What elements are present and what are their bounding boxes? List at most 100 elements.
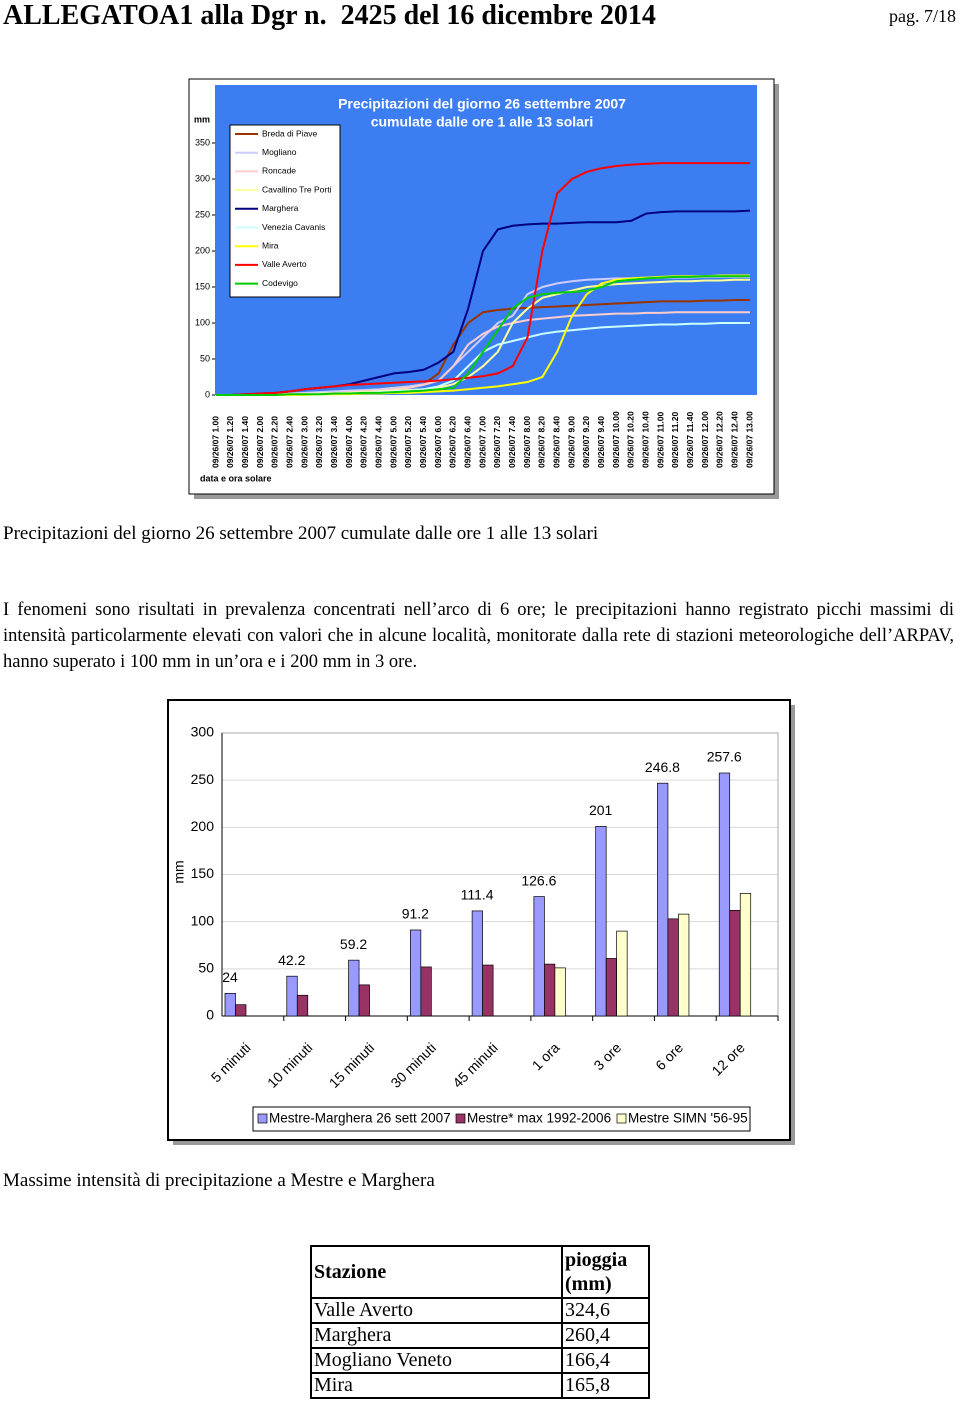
x-tick-label: 09/26/07 10.40 xyxy=(640,411,650,468)
bar xyxy=(348,959,360,1017)
x-tick-label: 09/26/07 2.00 xyxy=(255,416,265,468)
bar xyxy=(471,910,483,1017)
chart-subtitle: cumulate dalle ore 1 alle 13 solari xyxy=(371,114,594,130)
bar xyxy=(667,918,679,1017)
x-tick-label: 09/26/07 7.00 xyxy=(477,416,487,468)
y-tick-label: 250 xyxy=(195,209,210,219)
table: Stazione pioggia (mm) Valle Averto 324,6 M… xyxy=(310,1245,650,1399)
data-label: 59.2 xyxy=(340,936,367,952)
legend-swatch xyxy=(455,1113,466,1124)
y-tick-label: 150 xyxy=(195,281,210,291)
x-tick-label: 09/26/07 5.20 xyxy=(403,416,413,468)
paragraph: I fenomeni sono risultati in prevalenza … xyxy=(3,600,954,672)
bar xyxy=(296,994,309,1017)
data-label: 111.4 xyxy=(461,887,494,903)
x-tick-label: 09/26/07 10.00 xyxy=(611,411,621,468)
x-axis-label: data e ora solare xyxy=(200,473,272,483)
x-tick-label: 09/26/07 11.00 xyxy=(655,411,665,468)
x-tick-label: 09/26/07 12.40 xyxy=(729,411,739,468)
table-cell: Mogliano Veneto xyxy=(310,1347,563,1374)
bar xyxy=(554,967,566,1017)
bar xyxy=(482,964,494,1017)
table-cell: Mira xyxy=(310,1372,563,1399)
x-tick-label: 09/26/07 6.00 xyxy=(433,416,443,468)
legend-label: Cavallino Tre Porti xyxy=(262,184,332,194)
data-label: 246.8 xyxy=(645,759,680,775)
caption: Massime intensità di precipitazione a Me… xyxy=(3,1170,435,1191)
x-tick-label: 09/26/07 6.40 xyxy=(462,416,472,468)
y-tick-label: 50 xyxy=(198,960,214,976)
legend-label: Mestre-Marghera 26 sett 2007 xyxy=(269,1111,451,1126)
x-tick-label: 09/26/07 9.00 xyxy=(566,416,576,468)
bar xyxy=(739,893,752,1017)
legend-label: Mestre SIMN '56-95 xyxy=(628,1111,748,1126)
table-header: Stazione pioggia (mm) xyxy=(310,1245,650,1299)
x-tick-label: 09/26/07 4.40 xyxy=(373,416,383,468)
y-tick-label: 100 xyxy=(195,317,210,327)
y-axis-label: mm xyxy=(171,860,187,883)
legend-label: Mestre* max 1992-2006 xyxy=(467,1111,611,1126)
bar xyxy=(657,782,669,1017)
table-cell: 260,4 xyxy=(561,1322,650,1349)
bar xyxy=(544,963,556,1017)
bar xyxy=(224,993,236,1017)
table-cell: Valle Averto xyxy=(310,1297,563,1324)
y-tick-label: 50 xyxy=(200,353,210,363)
x-tick-label: 09/26/07 3.00 xyxy=(299,416,309,468)
x-tick-label: 09/26/07 1.40 xyxy=(240,416,250,468)
table-body: Valle Averto 324,6 Marghera 260,4 Mogliano V… xyxy=(310,1297,650,1399)
x-tick-label: 09/26/07 8.20 xyxy=(537,416,547,468)
legend-label: Roncade xyxy=(262,166,296,176)
legend-label: Mogliano xyxy=(262,147,297,157)
x-tick-label: 09/26/07 8.40 xyxy=(551,416,561,468)
bar xyxy=(718,772,731,1017)
data-label: 91.2 xyxy=(402,906,429,922)
x-tick-label: 09/26/07 2.40 xyxy=(284,416,294,468)
table-cell: 165,8 xyxy=(561,1372,650,1399)
table-row: Mogliano Veneto 166,4 xyxy=(310,1347,650,1374)
x-tick-label: 09/26/07 11.40 xyxy=(685,411,695,468)
legend-box xyxy=(252,1106,751,1132)
caption: Precipitazioni del giorno 26 settembre 2… xyxy=(3,523,599,544)
bar xyxy=(409,929,422,1017)
bar xyxy=(235,1004,247,1017)
table-row: Mira 165,8 xyxy=(310,1372,650,1399)
x-tick-label: 09/26/07 7.40 xyxy=(507,416,517,468)
page-number: pag. 7/18 xyxy=(889,6,956,26)
y-tick-label: 300 xyxy=(195,173,210,183)
x-tick-label: 09/26/07 5.40 xyxy=(418,416,428,468)
y-tick-label: 0 xyxy=(206,1007,214,1023)
y-tick-label: 300 xyxy=(191,724,215,740)
x-tick-label: 09/26/07 8.00 xyxy=(522,416,532,468)
y-tick-label: 200 xyxy=(191,818,215,834)
x-tick-label: 09/26/07 13.00 xyxy=(744,411,754,468)
y-tick-label: 0 xyxy=(205,389,210,399)
legend-label: Venezia Cavanis xyxy=(262,222,325,232)
bar xyxy=(616,930,628,1017)
data-label: 257.6 xyxy=(707,749,742,765)
x-tick-label: 09/26/07 1.00 xyxy=(210,416,220,468)
data-label: 42.2 xyxy=(278,952,305,968)
legend-swatch xyxy=(616,1113,627,1124)
series-line xyxy=(216,275,750,396)
legend-label: Valle Averto xyxy=(262,259,307,269)
data-label: 126.6 xyxy=(521,872,556,888)
y-tick-label: 200 xyxy=(195,245,210,255)
y-tick-label: 100 xyxy=(191,912,215,928)
bar xyxy=(729,909,741,1017)
x-tick-label: 09/26/07 5.00 xyxy=(388,416,398,468)
legend-label: Codevigo xyxy=(262,278,298,288)
bar xyxy=(533,896,545,1017)
x-tick-label: 09/26/07 3.20 xyxy=(314,416,324,468)
x-tick-label: 09/26/07 12.00 xyxy=(700,411,710,468)
bar xyxy=(286,975,298,1017)
series-line xyxy=(216,162,750,396)
legend-swatch xyxy=(257,1113,268,1124)
legend-label: Marghera xyxy=(262,203,299,213)
y-tick-label: 350 xyxy=(195,137,210,147)
chart-title: Precipitazioni del giorno 26 settembre 2… xyxy=(338,96,626,112)
y-tick-label: 250 xyxy=(191,771,215,787)
x-tick-label: 09/26/07 3.40 xyxy=(329,416,339,468)
